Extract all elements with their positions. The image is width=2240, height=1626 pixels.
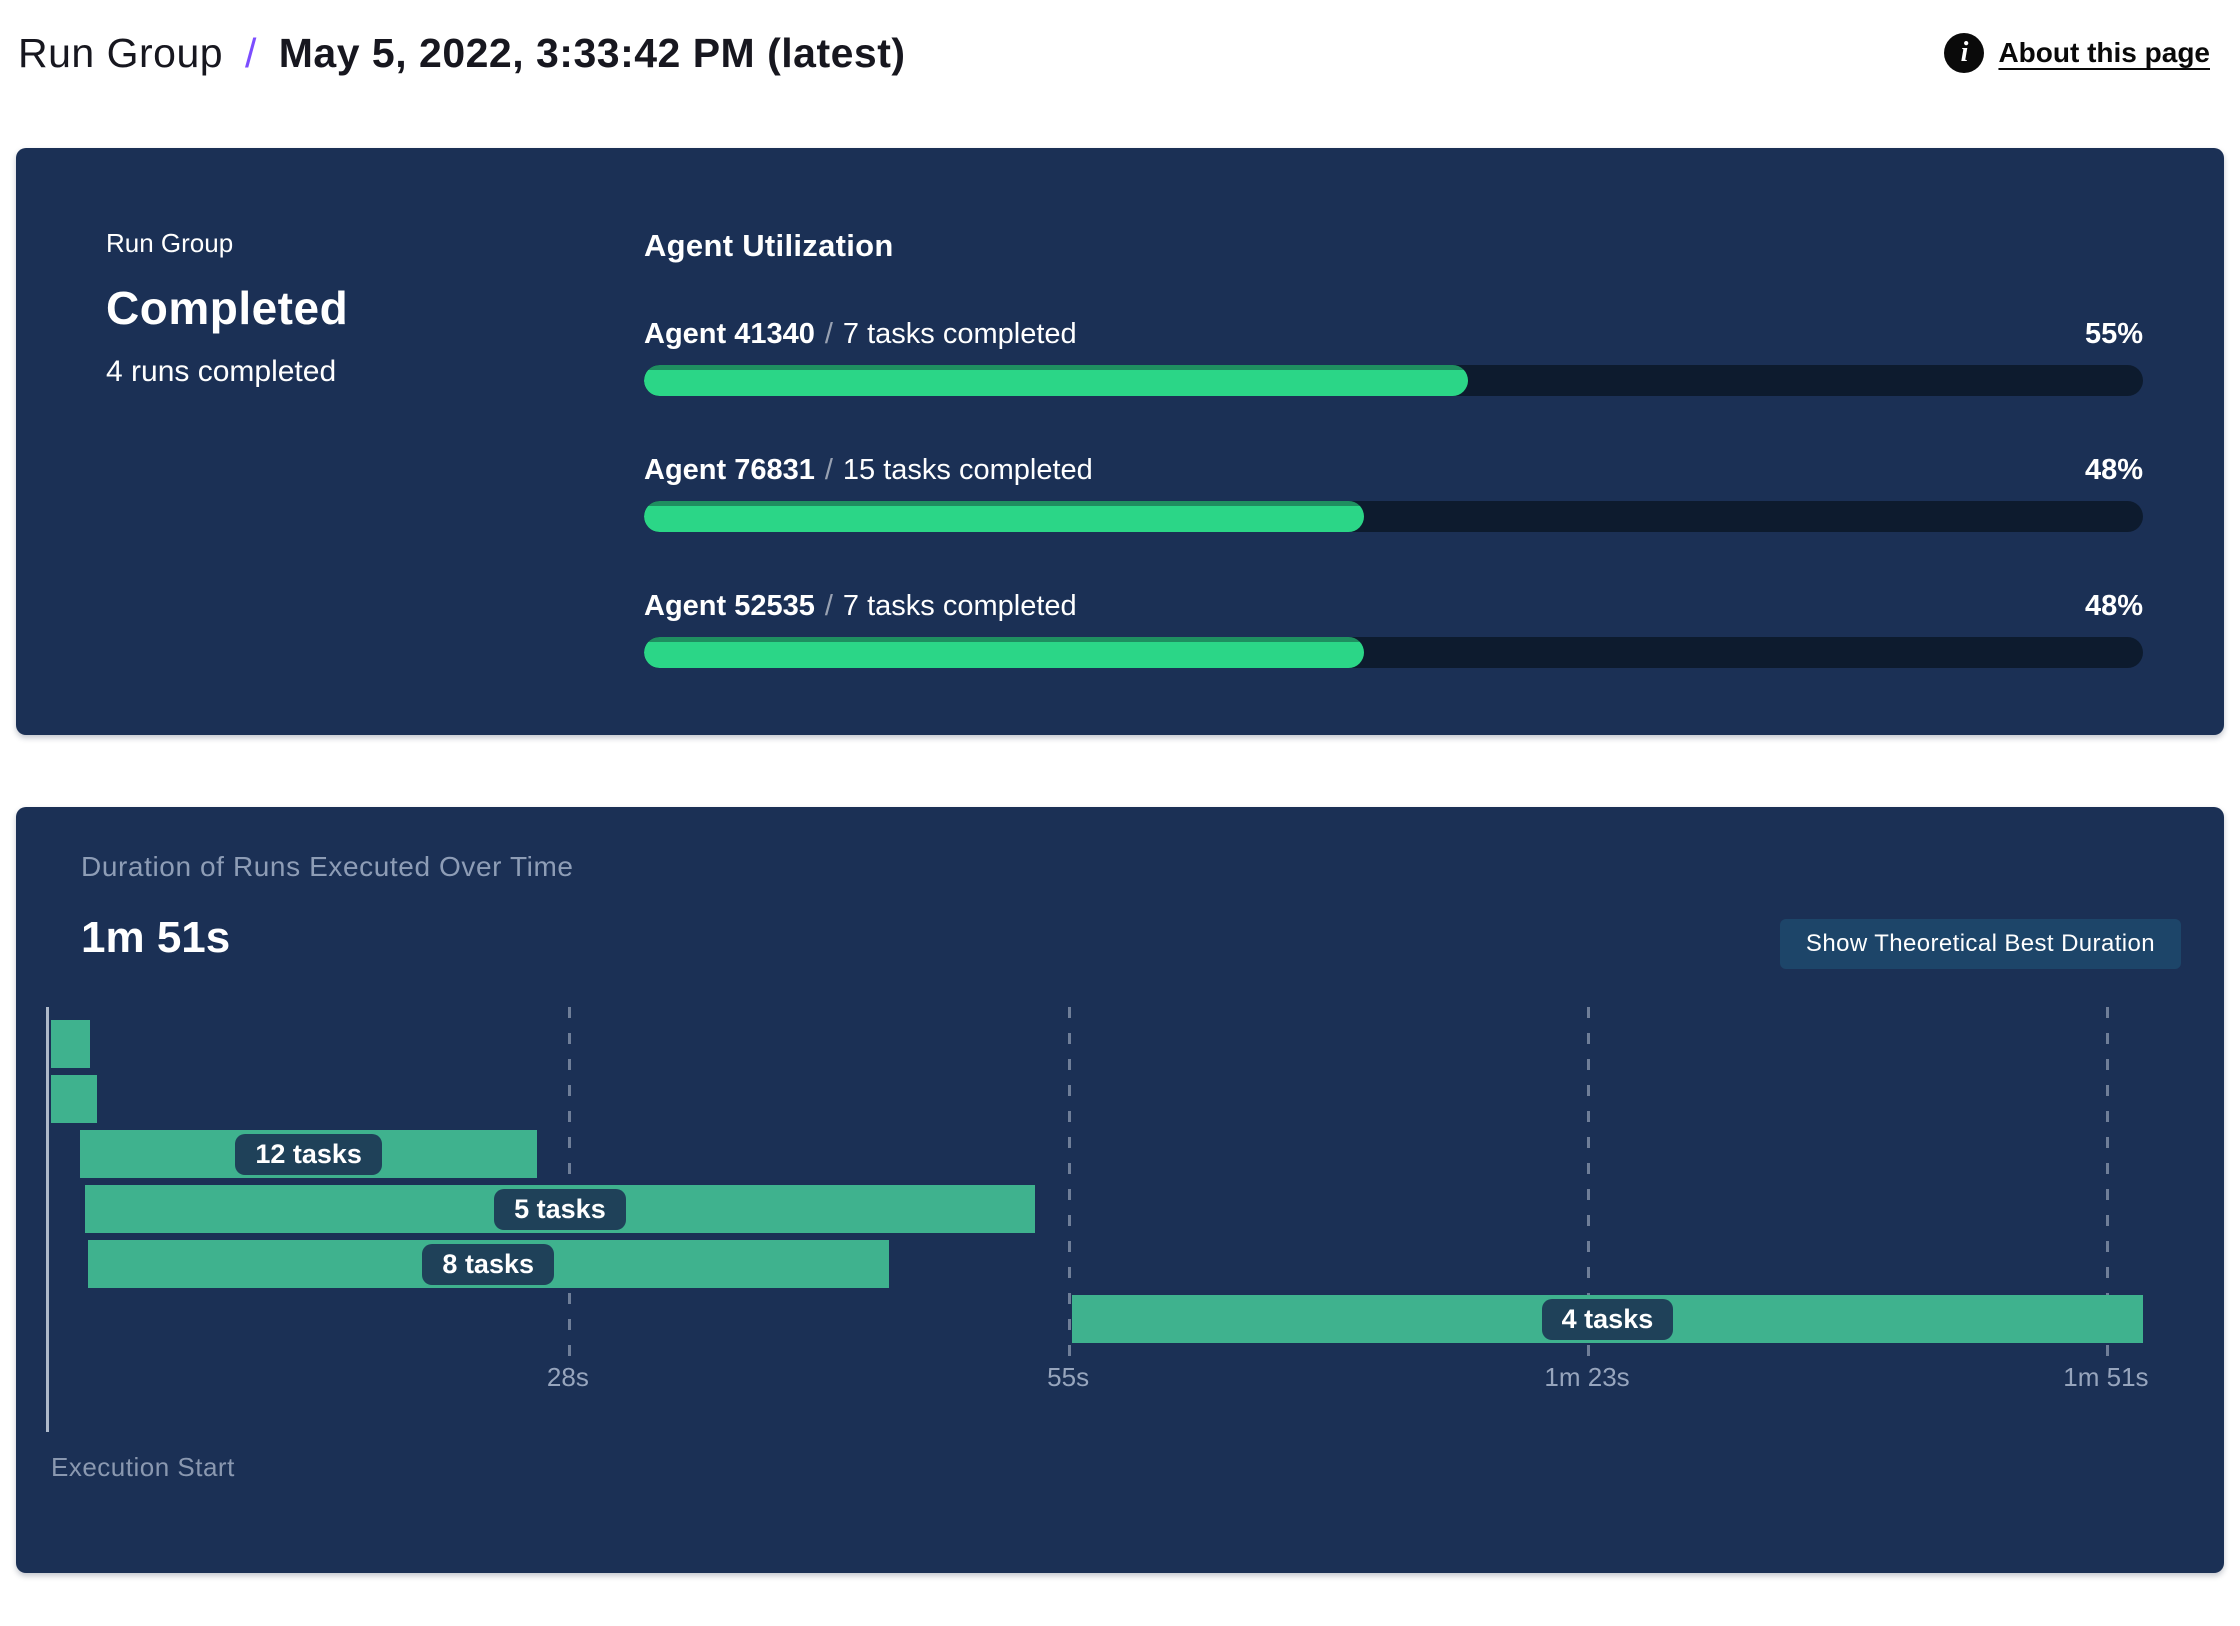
agent-name: Agent 76831: [644, 454, 815, 486]
axis-tick-55s: 55s: [1047, 1362, 1090, 1392]
agent-name: Agent 52535: [644, 590, 815, 622]
agent-utilization-title: Agent Utilization: [644, 228, 894, 263]
info-icon: i: [1944, 33, 1985, 73]
page-title: May 5, 2022, 3:33:42 PM (latest): [278, 29, 906, 76]
run-bar[interactable]: 5 tasks: [84, 1185, 1036, 1233]
about-this-page: i About this page: [1944, 33, 2210, 73]
breadcrumb-separator: /: [244, 29, 257, 76]
tasks-completed: 15 tasks completed: [842, 454, 1093, 486]
progress-track: [644, 501, 2143, 532]
breadcrumb-root: Run Group: [18, 29, 224, 76]
run-bar-label: 5 tasks: [494, 1188, 626, 1230]
breadcrumb: Run Group / May 5, 2022, 3:33:42 PM (lat…: [18, 30, 906, 77]
agent-row: Agent 52535 / 7 tasks completed 48%: [644, 590, 2143, 668]
progress-fill: [644, 637, 1364, 668]
run-bar-label: 4 tasks: [1541, 1298, 1674, 1340]
axis-tick-1m23s: 1m 23s: [1544, 1362, 1630, 1392]
show-theoretical-best-duration-button[interactable]: Show Theoretical Best Duration: [1779, 919, 2181, 969]
run-bar-label: 8 tasks: [422, 1243, 554, 1285]
execution-start-axis: [46, 1007, 49, 1432]
run-bar[interactable]: [51, 1020, 90, 1068]
run-bar[interactable]: 8 tasks: [87, 1240, 889, 1288]
gridline-55s: [1068, 1007, 1072, 1359]
gantt-chart: 12 tasks 5 tasks 8 tasks 4 tasks 28s 55s…: [46, 807, 2149, 1573]
runs-completed: 4 runs completed: [106, 355, 337, 388]
run-bar[interactable]: 12 tasks: [80, 1130, 537, 1178]
agent-name: Agent 41340: [644, 318, 815, 350]
progress-track: [644, 637, 2143, 668]
run-summary: Run Group Completed 4 runs completed: [106, 228, 644, 735]
duration-panel: Duration of Runs Executed Over Time 1m 5…: [16, 807, 2224, 1573]
progress-fill: [644, 365, 1469, 396]
agent-utilization: Agent Utilization Agent 41340 / 7 tasks …: [644, 228, 2143, 735]
separator: /: [824, 318, 833, 350]
utilization-percent: 48%: [2084, 454, 2143, 486]
run-group-panel: Run Group Completed 4 runs completed Age…: [16, 148, 2224, 735]
run-group-label: Run Group: [106, 228, 234, 258]
duration-chart-title: Duration of Runs Executed Over Time: [81, 851, 574, 882]
run-bar[interactable]: 4 tasks: [1071, 1295, 2143, 1343]
progress-fill: [644, 501, 1364, 532]
gridline-1m23s: [1587, 1007, 1591, 1359]
agent-row: Agent 76831 / 15 tasks completed 48%: [644, 454, 2143, 532]
separator: /: [824, 454, 833, 486]
status-badge: Completed: [106, 282, 349, 334]
agent-row: Agent 41340 / 7 tasks completed 55%: [644, 318, 2143, 396]
tasks-completed: 7 tasks completed: [842, 318, 1077, 350]
run-bar[interactable]: [51, 1075, 98, 1123]
axis-tick-28s: 28s: [546, 1362, 589, 1392]
utilization-percent: 55%: [2084, 318, 2143, 350]
execution-start-label: Execution Start: [51, 1452, 235, 1482]
about-link[interactable]: About this page: [1998, 37, 2210, 68]
total-duration: 1m 51s: [81, 913, 231, 962]
run-bar-label: 12 tasks: [235, 1133, 382, 1175]
tasks-completed: 7 tasks completed: [842, 590, 1077, 622]
utilization-percent: 48%: [2084, 590, 2143, 622]
gridline-28s: [567, 1007, 571, 1359]
gridline-1m51s: [2105, 1007, 2109, 1359]
axis-tick-1m51s: 1m 51s: [2063, 1362, 2149, 1392]
separator: /: [824, 590, 833, 622]
page-header: Run Group / May 5, 2022, 3:33:42 PM (lat…: [0, 0, 2240, 88]
progress-track: [644, 365, 2143, 396]
